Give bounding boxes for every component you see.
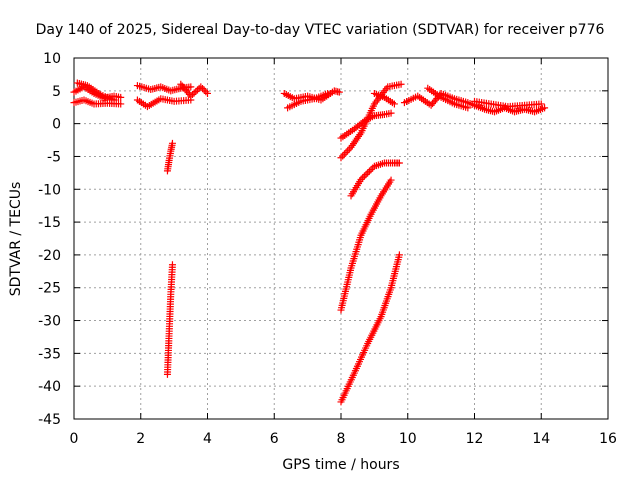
data-point	[324, 89, 332, 97]
y-tick-label: 10	[43, 51, 61, 67]
y-tick-label: -40	[38, 379, 61, 395]
data-point	[397, 80, 405, 88]
data-point	[168, 261, 176, 269]
data-point	[537, 100, 545, 108]
data-point	[193, 86, 201, 94]
x-tick-label: 2	[136, 431, 145, 447]
data-point	[395, 159, 403, 167]
data-point	[387, 176, 395, 184]
data-series-segment	[337, 251, 403, 406]
grid-lines	[74, 58, 608, 419]
data-point	[197, 83, 205, 91]
data-series-segment	[337, 80, 405, 162]
data-point	[200, 86, 208, 94]
data-point	[188, 91, 196, 99]
y-axis-label: SDTVAR / TECUs	[8, 181, 24, 297]
data-series-segment	[424, 84, 472, 112]
data-point	[168, 139, 176, 147]
data-point	[342, 149, 350, 157]
y-tick-label: -25	[38, 281, 61, 297]
data-point	[204, 89, 211, 97]
data-point	[390, 100, 398, 108]
data-series-segment	[73, 79, 118, 104]
data-point	[198, 85, 206, 93]
y-tick-label: 5	[52, 84, 61, 100]
y-tick-label: -5	[47, 149, 61, 165]
data-series-segment	[284, 89, 332, 112]
data-point	[369, 164, 377, 172]
x-tick-label: 0	[70, 431, 79, 447]
data-point	[187, 83, 195, 91]
data-point	[110, 96, 118, 104]
x-axis-label: GPS time / hours	[282, 457, 400, 473]
data-series-segment	[471, 101, 549, 116]
data-point	[190, 89, 198, 97]
data-series-segment	[370, 89, 398, 108]
x-tick-label: 4	[203, 431, 212, 447]
axis-ticks: 0 2 4 6 8 10 12 14 16 10 5 0 -5 -10 -15 -20 -25 -30 -35 -40…	[38, 51, 617, 447]
data-point	[464, 104, 472, 112]
y-tick-label: 0	[52, 117, 61, 133]
data-point	[117, 100, 125, 108]
y-tick-label: -35	[38, 346, 61, 362]
data-series-segment	[133, 95, 195, 111]
data-series-segment	[337, 176, 395, 314]
data-point	[360, 172, 368, 180]
data-point	[362, 171, 370, 179]
x-tick-label: 8	[337, 431, 346, 447]
data-point	[344, 147, 352, 155]
y-tick-label: -20	[38, 248, 61, 264]
data-point	[202, 88, 210, 96]
data-point	[387, 109, 395, 117]
y-tick-label: -30	[38, 314, 61, 330]
data-point	[541, 104, 549, 112]
data-point	[192, 87, 200, 95]
data-series-segment	[347, 159, 403, 200]
x-tick-label: 12	[466, 431, 484, 447]
data-points	[70, 79, 549, 406]
y-tick-label: -15	[38, 215, 61, 231]
data-series-segment	[70, 96, 125, 108]
data-point	[365, 167, 373, 175]
x-tick-label: 10	[399, 431, 417, 447]
data-point	[395, 251, 403, 259]
data-series-segment	[163, 261, 176, 378]
y-tick-label: -45	[38, 412, 61, 428]
data-series-segment	[471, 97, 545, 111]
data-point	[340, 150, 348, 158]
chart-title: Day 140 of 2025, Sidereal Day-to-day VTE…	[35, 22, 605, 38]
data-point	[117, 93, 125, 101]
x-tick-label: 16	[599, 431, 617, 447]
data-point	[337, 154, 345, 162]
data-point	[335, 88, 343, 96]
x-tick-label: 14	[532, 431, 550, 447]
data-point	[357, 175, 365, 183]
data-point	[359, 174, 367, 182]
data-point	[339, 152, 347, 160]
data-point	[367, 166, 375, 174]
data-point	[364, 169, 372, 177]
x-tick-label: 6	[270, 431, 279, 447]
y-tick-label: -10	[38, 182, 61, 198]
data-point	[187, 92, 195, 100]
data-series-segment	[163, 139, 176, 175]
data-series-segment	[177, 80, 211, 100]
data-series-segment	[133, 82, 195, 95]
